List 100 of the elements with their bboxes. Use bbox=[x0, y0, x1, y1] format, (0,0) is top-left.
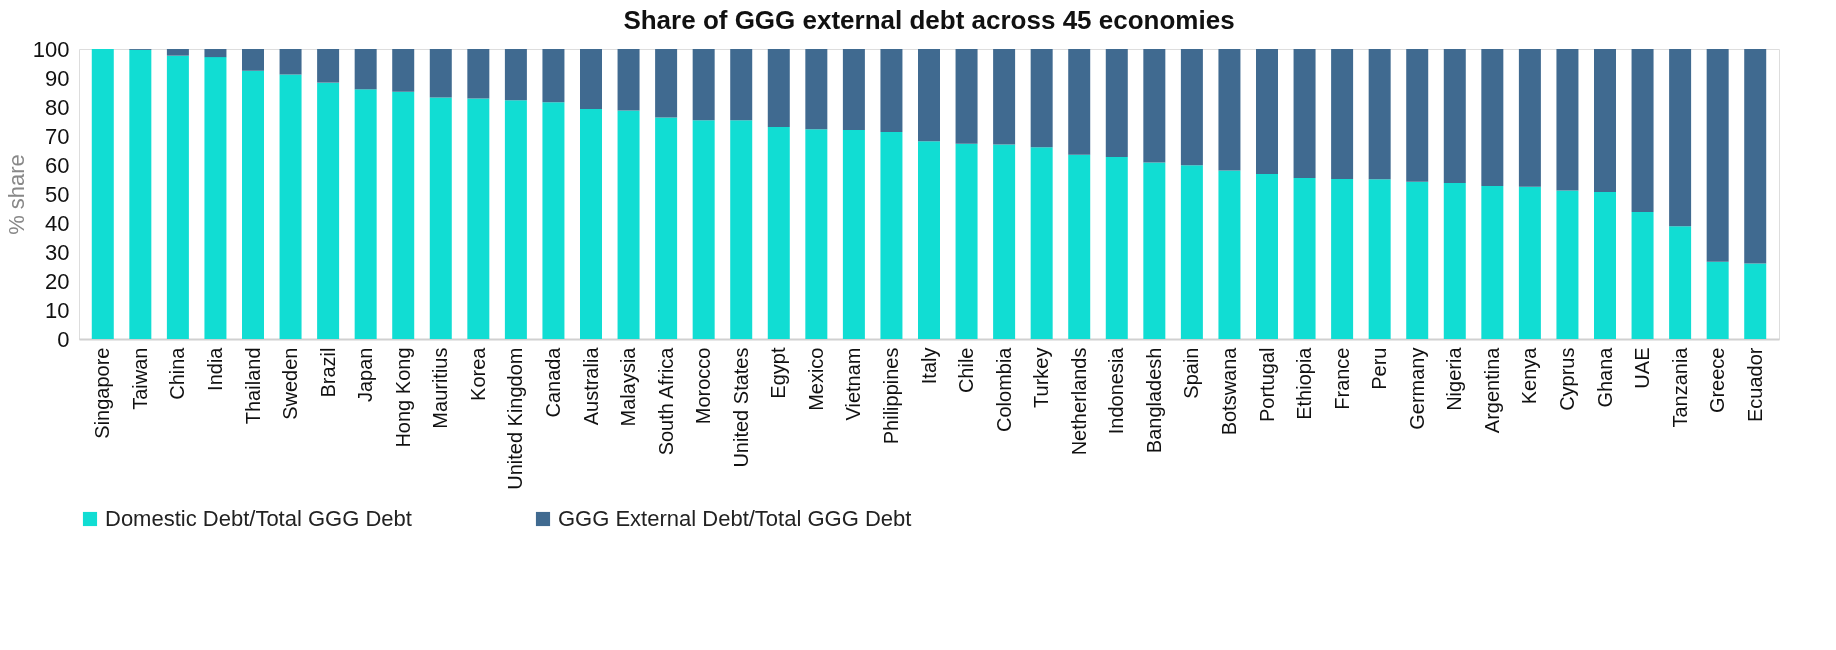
bar bbox=[842, 129, 865, 339]
bar bbox=[993, 144, 1016, 339]
bar bbox=[1143, 162, 1166, 339]
bar bbox=[1256, 49, 1278, 174]
bar bbox=[1406, 181, 1429, 339]
x-tick-label: Peru bbox=[1368, 347, 1391, 390]
x-tick-label: Singapore bbox=[91, 347, 114, 439]
bar bbox=[730, 120, 753, 339]
x-tick-label: Brazil bbox=[316, 347, 339, 398]
bar bbox=[580, 49, 602, 110]
bar bbox=[1706, 49, 1729, 262]
x-tick-label: Morocco bbox=[692, 347, 715, 425]
bar bbox=[1030, 49, 1053, 148]
bar bbox=[279, 49, 302, 75]
bar bbox=[730, 49, 753, 121]
bar bbox=[1631, 211, 1654, 339]
bar bbox=[1331, 49, 1354, 179]
bar bbox=[204, 49, 227, 58]
x-tick-label: Ghana bbox=[1593, 346, 1616, 408]
bar bbox=[392, 91, 415, 339]
bar bbox=[354, 89, 377, 339]
y-tick-label: 40 bbox=[45, 210, 70, 236]
x-tick-label: Taiwan bbox=[128, 347, 151, 410]
x-tick-label: Sweden bbox=[279, 347, 302, 420]
bar bbox=[842, 49, 865, 130]
bar bbox=[1669, 49, 1692, 227]
bar bbox=[767, 127, 790, 339]
bar bbox=[1105, 156, 1128, 339]
bar bbox=[1556, 190, 1579, 339]
bar bbox=[1443, 49, 1466, 183]
x-tick-label: Malaysia bbox=[617, 346, 640, 427]
bar bbox=[1594, 191, 1616, 339]
bar bbox=[1594, 49, 1616, 192]
x-tick-label: Ethiopia bbox=[1293, 346, 1316, 420]
x-tick-label: Kenya bbox=[1518, 346, 1541, 405]
x-tick-label: Netherlands bbox=[1067, 347, 1090, 456]
x-tick-label: UAE bbox=[1631, 347, 1654, 389]
y-tick-label: 70 bbox=[45, 123, 70, 149]
bar bbox=[1030, 147, 1053, 339]
bar bbox=[655, 117, 678, 339]
bar bbox=[692, 120, 715, 339]
bar bbox=[1631, 49, 1654, 212]
x-tick-label: Mexico bbox=[804, 347, 827, 411]
bar bbox=[1556, 49, 1579, 191]
bar bbox=[1481, 185, 1504, 339]
x-tick-label: Bangladesh bbox=[1142, 347, 1165, 454]
x-tick-label: Philippines bbox=[879, 347, 902, 445]
bar bbox=[166, 49, 189, 56]
bar bbox=[993, 49, 1016, 145]
x-tick-label: India bbox=[203, 346, 226, 391]
bar bbox=[1518, 186, 1541, 339]
x-tick-label: South Africa bbox=[654, 346, 677, 456]
x-tick-label: Cyprus bbox=[1555, 347, 1578, 411]
y-tick-label: 90 bbox=[45, 65, 70, 91]
bar bbox=[467, 98, 490, 339]
bar bbox=[1218, 49, 1241, 171]
bar bbox=[617, 49, 640, 111]
y-tick-label: 50 bbox=[45, 181, 70, 207]
bar bbox=[1744, 263, 1767, 339]
y-tick-label: 100 bbox=[32, 36, 70, 62]
bar bbox=[955, 49, 978, 144]
bar bbox=[1706, 261, 1729, 339]
bar bbox=[692, 49, 715, 121]
x-tick-label: Colombia bbox=[992, 346, 1015, 432]
x-tick-label: Canada bbox=[541, 346, 564, 418]
x-tick-label: Thailand bbox=[241, 347, 264, 425]
bar bbox=[1331, 178, 1354, 339]
x-tick-label: Vietnam bbox=[842, 347, 865, 421]
x-tick-label: Tanzania bbox=[1668, 346, 1691, 428]
x-tick-label: Japan bbox=[354, 347, 377, 402]
bar bbox=[955, 143, 978, 339]
x-tick-label: Germany bbox=[1405, 347, 1428, 430]
bar bbox=[617, 110, 640, 339]
bar bbox=[1293, 49, 1316, 179]
y-tick-label: 10 bbox=[45, 297, 70, 323]
x-tick-label: Portugal bbox=[1255, 347, 1278, 422]
bar bbox=[1406, 49, 1429, 182]
bar bbox=[542, 49, 565, 103]
x-tick-label: Italy bbox=[917, 347, 940, 385]
bar bbox=[1256, 173, 1278, 339]
bar bbox=[805, 129, 828, 339]
x-tick-label: Korea bbox=[466, 346, 489, 401]
x-tick-label: Greece bbox=[1706, 347, 1729, 414]
bar bbox=[317, 82, 340, 339]
y-tick-label: 20 bbox=[45, 268, 70, 294]
bar bbox=[1368, 179, 1391, 339]
bar bbox=[467, 49, 490, 99]
x-tick-label: Hong Kong bbox=[391, 347, 414, 448]
bar bbox=[880, 49, 903, 132]
bar bbox=[580, 109, 602, 339]
x-tick-label: Australia bbox=[579, 346, 602, 426]
x-tick-label: United States bbox=[729, 347, 752, 468]
bar bbox=[1669, 226, 1692, 339]
y-tick-label: 60 bbox=[45, 152, 70, 178]
bar bbox=[1368, 49, 1391, 180]
bar bbox=[242, 70, 264, 339]
bar bbox=[918, 49, 940, 142]
bar bbox=[767, 49, 790, 128]
bar bbox=[1518, 49, 1541, 187]
bar bbox=[1443, 182, 1466, 339]
